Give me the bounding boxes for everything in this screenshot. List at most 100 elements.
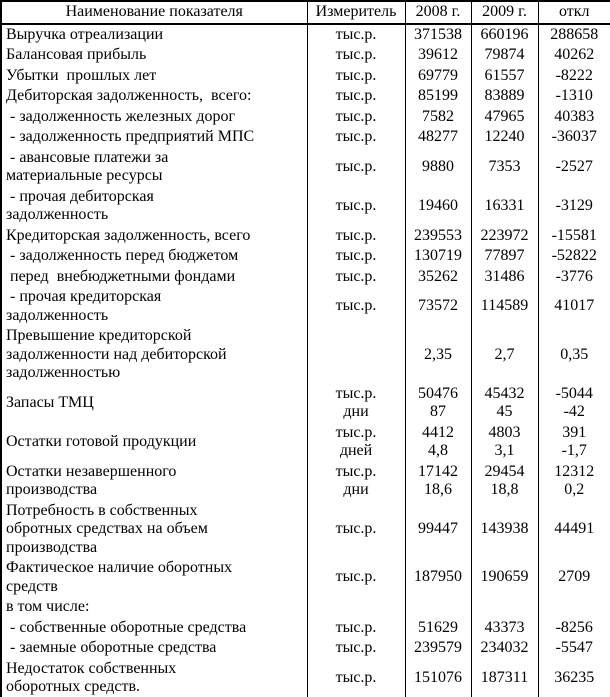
cell-unit	[306, 597, 405, 618]
cell-name: - задолженность предприятий МПС	[6, 128, 255, 145]
cell-unit: тыс.р.	[306, 225, 405, 246]
cell-y2009: 660196	[470, 23, 538, 45]
cell-y2009: 234032	[470, 638, 538, 659]
cell-name: Балансовая прибыль	[6, 46, 147, 63]
table-row: Превышение кредиторской задолженности на…	[1, 326, 610, 384]
header-year-2009: 2009 г.	[470, 1, 538, 25]
cell-name: - задолженность перед бюджетом	[6, 247, 239, 264]
cell-unit: тыс.р.	[306, 106, 405, 127]
cell-y2008: 51629	[404, 617, 471, 638]
cell-name: - собственные оборотные средства	[6, 618, 247, 636]
cell-y2008: 35262	[404, 266, 471, 287]
cell-unit: тыс.р. дни	[306, 461, 405, 501]
cell-y2008: 73572	[404, 287, 471, 326]
cell-name: Остатки готовой продукции	[6, 432, 197, 450]
cell-y2008: 17142 18,6	[404, 461, 471, 501]
cell-name: - прочая дебиторская задолженность	[6, 187, 154, 224]
cell-name: Запасы ТМЦ	[6, 393, 94, 411]
table-row: - авансовые платежи за материальные ресу…	[1, 147, 610, 187]
table-row: - заемные оборотные средства тыс.р. 239579…	[1, 638, 610, 659]
cell-y2008: 48277	[404, 127, 471, 148]
table-row: Фактическое наличие оборотных средств тыс…	[1, 558, 610, 597]
cell-unit: тыс.р.	[306, 127, 405, 148]
cell-unit: тыс.р. дни	[306, 383, 405, 423]
cell-unit: тыс.р.	[306, 658, 405, 697]
cell-name: - задолженность железных дорог	[6, 107, 236, 125]
cell-name: Потребность в собственных обротных средс…	[6, 501, 208, 556]
cell-y2008: 85199	[404, 86, 471, 107]
header-indicator-name: Наименование показателя	[1, 1, 307, 25]
cell-dev: -8256	[537, 617, 610, 638]
cell-y2009: 2,7	[470, 326, 538, 384]
header-measure-unit: Измеритель	[306, 1, 405, 25]
cell-dev: 12312 0,2	[537, 461, 610, 501]
cell-name: Выручка отреализации	[6, 25, 164, 43]
table-row: в том числе:	[1, 597, 610, 618]
cell-dev: -3776	[537, 266, 610, 287]
cell-y2008: 187950	[404, 558, 471, 597]
table-header: Наименование показателя Измеритель 2008 …	[1, 1, 610, 25]
cell-name: - прочая кредиторская задолженность	[6, 288, 162, 324]
cell-y2008: 239553	[404, 225, 471, 246]
cell-y2008: 69779	[404, 65, 471, 86]
cell-dev: -52822	[537, 246, 610, 267]
cell-name: перед внебюджетными фондами	[6, 267, 236, 285]
table-row: - собственные оборотные средства тыс.р. 51…	[1, 617, 610, 638]
cell-unit: тыс.р.	[306, 500, 405, 558]
table-row: Выручка отреализации тыс.р. 371538 660196 28…	[1, 23, 610, 45]
cell-unit	[306, 326, 405, 384]
cell-unit: тыс.р.	[306, 558, 405, 597]
table-row: - прочая дебиторская задолженность тыс.р.…	[1, 186, 610, 226]
cell-y2009: 29454 18,8	[470, 461, 538, 501]
cell-unit: тыс.р.	[306, 86, 405, 107]
cell-y2009: 187311	[470, 658, 538, 697]
cell-unit: тыс.р.	[306, 147, 405, 187]
cell-y2009: 4803 3,1	[470, 422, 538, 462]
table-row: Недостаток собственных оборотных средств…	[1, 658, 610, 697]
cell-y2009	[470, 597, 538, 618]
table-row: - задолженность железных дорог тыс.р. 7582…	[1, 106, 610, 127]
cell-name: Остатки незавершенного производства	[6, 462, 177, 499]
cell-unit: тыс.р. дней	[306, 422, 405, 462]
cell-name: Фактическое наличие оборотных средств	[6, 559, 233, 595]
cell-y2009: 43373	[470, 617, 538, 638]
cell-unit: тыс.р.	[306, 246, 405, 267]
cell-y2009: 7353	[470, 147, 538, 187]
cell-unit: тыс.р.	[306, 266, 405, 287]
cell-dev	[537, 597, 610, 618]
table-row: Убытки прошлых лет тыс.р. 69779 61557 -8222	[1, 65, 610, 86]
cell-y2009: 114589	[470, 287, 538, 326]
cell-y2008	[404, 597, 471, 618]
cell-dev: -2527	[537, 147, 610, 187]
cell-y2008: 130719	[404, 246, 471, 267]
cell-unit: тыс.р.	[306, 638, 405, 659]
table-row: Остатки готовой продукции тыс.р. дней 4412…	[1, 422, 610, 462]
cell-y2008: 239579	[404, 638, 471, 659]
cell-y2009: 12240	[470, 127, 538, 148]
cell-name: Кредиторская задолженность, всего	[6, 226, 251, 244]
cell-y2009: 83889	[470, 86, 538, 107]
cell-y2009: 45432 45	[470, 383, 538, 423]
cell-y2009: 143938	[470, 500, 538, 558]
cell-y2008: 39612	[404, 45, 471, 66]
cell-dev: -5044 -42	[537, 383, 610, 423]
table-row: Потребность в собственных обротных средс…	[1, 500, 610, 558]
cell-y2008: 4412 4,8	[404, 422, 471, 462]
cell-unit: тыс.р.	[306, 617, 405, 638]
cell-name: в том числе:	[6, 598, 90, 615]
cell-y2008: 19460	[404, 186, 471, 226]
cell-y2009: 77897	[470, 246, 538, 267]
table-body: Выручка отреализации тыс.р. 371538 660196 28…	[1, 23, 610, 697]
table-row: Дебиторская задолженность, всего: тыс.р. 8…	[1, 86, 610, 107]
header-deviation: откл	[537, 1, 610, 25]
table-row: Балансовая прибыль тыс.р. 39612 79874 40262	[1, 45, 610, 66]
cell-dev: 288658	[537, 23, 610, 45]
table-row: - задолженность предприятий МПС тыс.р. 482…	[1, 127, 610, 148]
table-row: перед внебюджетными фондами тыс.р. 35262 31…	[1, 266, 610, 287]
cell-dev: -5547	[537, 638, 610, 659]
cell-unit: тыс.р.	[306, 186, 405, 226]
table-row: Остатки незавершенного производства тыс.р…	[1, 461, 610, 501]
cell-dev: -36037	[537, 127, 610, 148]
